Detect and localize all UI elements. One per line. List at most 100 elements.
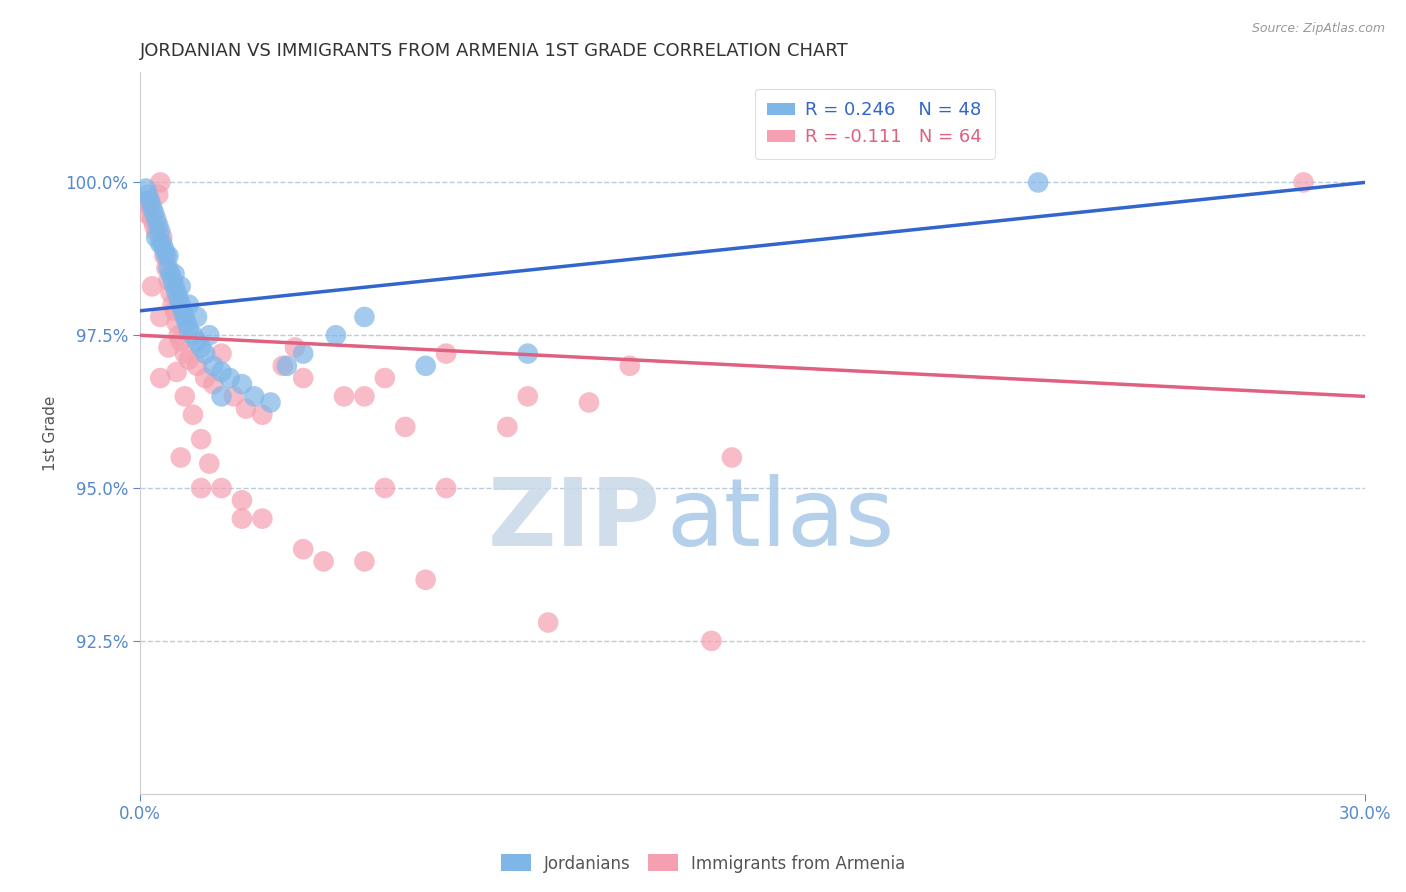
Point bbox=[252, 408, 274, 422]
Point bbox=[415, 359, 437, 373]
Point bbox=[173, 346, 195, 360]
Point bbox=[141, 212, 163, 227]
Point bbox=[136, 187, 159, 202]
Point bbox=[211, 481, 233, 495]
Text: ZIP: ZIP bbox=[488, 474, 661, 566]
Point bbox=[516, 346, 538, 360]
Point bbox=[163, 279, 186, 293]
Point bbox=[170, 334, 193, 349]
Point bbox=[149, 371, 172, 385]
Point bbox=[157, 273, 180, 287]
Point bbox=[157, 341, 180, 355]
Point bbox=[198, 328, 221, 343]
Point bbox=[312, 554, 335, 568]
Point bbox=[143, 219, 166, 233]
Point bbox=[190, 481, 212, 495]
Point bbox=[159, 267, 181, 281]
Point bbox=[231, 493, 253, 508]
Point bbox=[700, 633, 723, 648]
Text: atlas: atlas bbox=[666, 474, 894, 566]
Point bbox=[353, 554, 375, 568]
Point bbox=[578, 395, 600, 409]
Point bbox=[374, 481, 396, 495]
Point bbox=[170, 450, 193, 465]
Point bbox=[159, 285, 181, 300]
Point bbox=[145, 230, 167, 244]
Point bbox=[190, 432, 212, 446]
Text: Source: ZipAtlas.com: Source: ZipAtlas.com bbox=[1251, 22, 1385, 36]
Point bbox=[194, 371, 217, 385]
Point bbox=[145, 224, 167, 238]
Point bbox=[211, 365, 233, 379]
Point bbox=[167, 292, 190, 306]
Point bbox=[149, 224, 172, 238]
Point bbox=[353, 310, 375, 324]
Point bbox=[139, 194, 162, 208]
Point bbox=[149, 236, 172, 251]
Point bbox=[292, 346, 315, 360]
Point bbox=[166, 365, 188, 379]
Point bbox=[1292, 176, 1315, 190]
Y-axis label: 1st Grade: 1st Grade bbox=[44, 395, 58, 471]
Point bbox=[181, 328, 204, 343]
Point bbox=[194, 346, 217, 360]
Text: JORDANIAN VS IMMIGRANTS FROM ARMENIA 1ST GRADE CORRELATION CHART: JORDANIAN VS IMMIGRANTS FROM ARMENIA 1ST… bbox=[139, 42, 849, 60]
Point bbox=[149, 310, 172, 324]
Point bbox=[374, 371, 396, 385]
Point bbox=[155, 260, 177, 275]
Point bbox=[177, 322, 200, 336]
Point bbox=[139, 200, 162, 214]
Point bbox=[211, 346, 233, 360]
Point bbox=[163, 267, 186, 281]
Point bbox=[186, 310, 208, 324]
Point bbox=[177, 298, 200, 312]
Point bbox=[252, 511, 274, 525]
Point bbox=[155, 249, 177, 263]
Point bbox=[177, 352, 200, 367]
Point bbox=[162, 273, 184, 287]
Point bbox=[284, 341, 307, 355]
Point bbox=[271, 359, 294, 373]
Point bbox=[353, 389, 375, 403]
Point bbox=[143, 206, 166, 220]
Point bbox=[231, 511, 253, 525]
Point bbox=[166, 285, 188, 300]
Point bbox=[434, 346, 457, 360]
Point bbox=[153, 243, 176, 257]
Point bbox=[163, 303, 186, 318]
Point bbox=[145, 212, 167, 227]
Point bbox=[1026, 176, 1049, 190]
Point bbox=[157, 249, 180, 263]
Point bbox=[218, 371, 240, 385]
Point bbox=[243, 389, 266, 403]
Point bbox=[202, 377, 225, 392]
Point bbox=[198, 457, 221, 471]
Point bbox=[162, 298, 184, 312]
Point bbox=[170, 298, 193, 312]
Point bbox=[150, 236, 173, 251]
Point bbox=[176, 316, 198, 330]
Point bbox=[235, 401, 257, 416]
Point bbox=[537, 615, 560, 630]
Point bbox=[172, 303, 194, 318]
Point bbox=[181, 408, 204, 422]
Point bbox=[157, 260, 180, 275]
Point bbox=[516, 389, 538, 403]
Point bbox=[148, 219, 170, 233]
Point bbox=[619, 359, 641, 373]
Point bbox=[496, 420, 519, 434]
Legend: R = 0.246    N = 48, R = -0.111   N = 64: R = 0.246 N = 48, R = -0.111 N = 64 bbox=[755, 88, 995, 159]
Point bbox=[148, 187, 170, 202]
Point bbox=[136, 194, 159, 208]
Point bbox=[292, 371, 315, 385]
Point bbox=[231, 377, 253, 392]
Point bbox=[173, 310, 195, 324]
Point bbox=[135, 181, 157, 195]
Point bbox=[166, 316, 188, 330]
Point bbox=[259, 395, 281, 409]
Point bbox=[186, 359, 208, 373]
Point bbox=[202, 359, 225, 373]
Legend: Jordanians, Immigrants from Armenia: Jordanians, Immigrants from Armenia bbox=[494, 847, 912, 880]
Point bbox=[170, 279, 193, 293]
Point bbox=[141, 200, 163, 214]
